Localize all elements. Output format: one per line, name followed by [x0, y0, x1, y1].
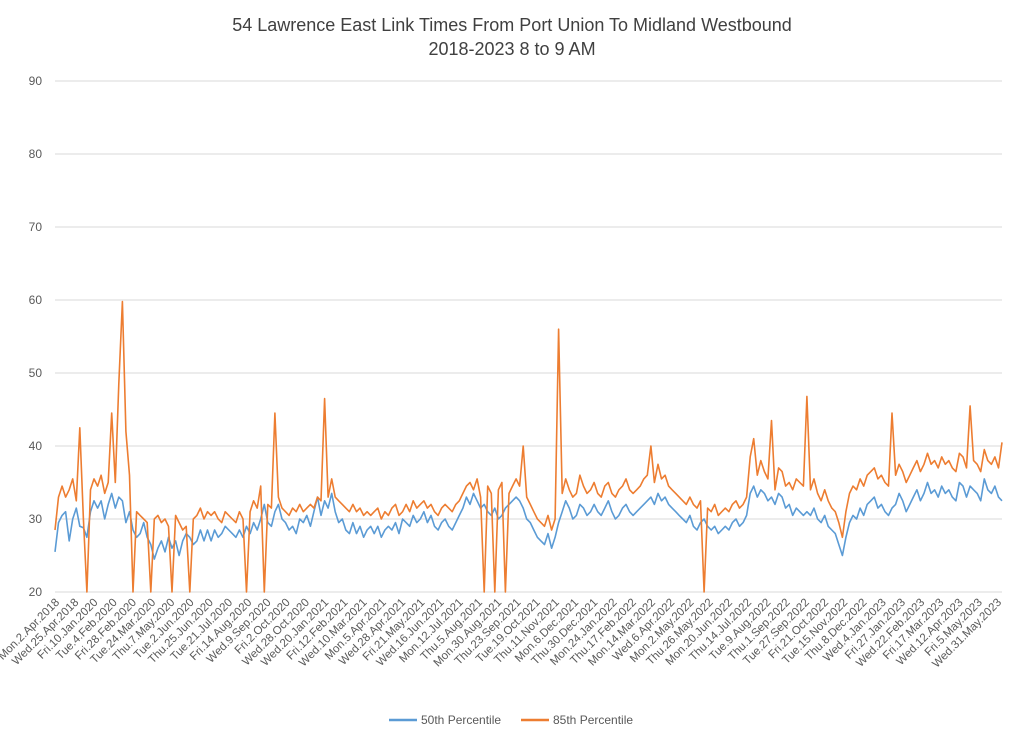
- series-line-50th-percentile: [54, 478, 1003, 560]
- y-tick-label: 40: [29, 439, 43, 453]
- series-lines: [54, 300, 1003, 593]
- y-tick-label: 70: [29, 220, 43, 234]
- chart-title-line-1: 54 Lawrence East Link Times From Port Un…: [232, 15, 792, 35]
- x-axis-ticks: Mon.2.Apr.2018Wed.25.Apr.2018Fri.10.Jan.…: [0, 597, 1004, 671]
- y-tick-label: 80: [29, 147, 43, 161]
- legend-label: 50th Percentile: [421, 713, 501, 727]
- y-tick-label: 50: [29, 366, 43, 380]
- chart-title-line-2: 2018-2023 8 to 9 AM: [428, 39, 595, 59]
- y-tick-label: 30: [29, 512, 43, 526]
- y-tick-label: 20: [29, 585, 43, 599]
- legend: 50th Percentile 85th Percentile: [389, 713, 633, 727]
- y-tick-label: 90: [29, 74, 43, 88]
- series-line-85th-percentile: [54, 300, 1003, 593]
- legend-label: 85th Percentile: [553, 713, 633, 727]
- y-axis-ticks: 20 30 40 50 60 70 80 90: [29, 74, 43, 599]
- gridlines: [55, 80, 1002, 593]
- y-tick-label: 60: [29, 293, 43, 307]
